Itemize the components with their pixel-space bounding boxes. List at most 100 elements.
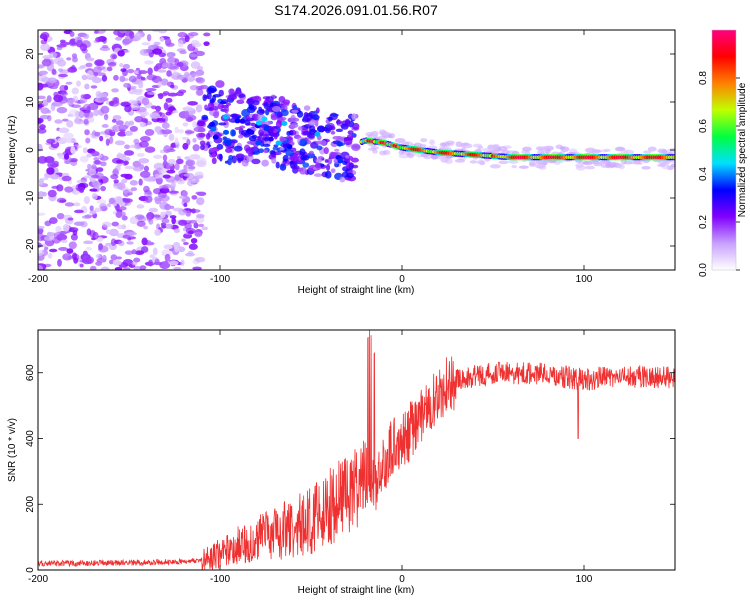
spectrogram-noise-blob [105, 138, 110, 146]
x-tick-label: -200 [28, 574, 48, 585]
spectrogram-noise-blob [192, 266, 202, 270]
spectrogram-x-ticks: -200 -100 0 100 [28, 30, 593, 285]
spectrogram-noise-blob [49, 174, 60, 180]
spectrogram-noise-blob [106, 203, 112, 208]
spectrogram-noise-blob [117, 131, 127, 137]
spectrogram-noise-blob [117, 50, 125, 57]
spectrogram-noise-blob [95, 30, 106, 34]
spectrogram-signal-blob [217, 102, 224, 110]
spectrogram-signal-blob [248, 103, 255, 110]
spectrogram-noise-blob [46, 167, 55, 175]
spectrogram-halo-blob [388, 132, 395, 139]
spectrogram-bright-spot [209, 121, 216, 127]
snr-series-line [38, 330, 675, 570]
spectrogram-noise-blob [113, 96, 120, 104]
spectrogram-noise-blob [136, 204, 145, 209]
spectrogram-signal-blob [207, 88, 218, 93]
spectrogram-noise-blob [189, 84, 199, 91]
spectrogram-noise-blob [145, 87, 157, 92]
spectrogram-noise-blob [87, 163, 92, 170]
spectrogram-noise-blob [72, 95, 79, 104]
spectrogram-noise-blob [86, 70, 94, 78]
spectrogram-y-label: Frequency (Hz) [7, 116, 18, 185]
spectrogram-noise-blob [115, 196, 123, 205]
spectrogram-halo-blob [582, 160, 593, 166]
spectrogram-noise-blob [80, 94, 87, 99]
spectrogram-noise-blob [47, 114, 52, 122]
spectrogram-noise-blob [165, 162, 171, 170]
spectrogram-signal-blob [252, 100, 260, 106]
spectrogram-noise-blob [91, 174, 100, 179]
spectrogram-noise-blob [69, 31, 75, 37]
spectrogram-noise-blob [196, 174, 204, 179]
spectrogram-noise-blob [164, 38, 172, 46]
snr-x-label: Height of straight line (km) [298, 585, 415, 596]
spectrogram-noise-blob [89, 210, 97, 215]
spectrogram-noise-blob [73, 202, 81, 207]
spectrogram-noise-blob [63, 153, 70, 160]
spectrogram-noise-blob [172, 110, 178, 114]
spectrogram-noise-blob [94, 71, 99, 77]
spectrogram-noise-blob [103, 114, 109, 121]
spectrogram-noise-blob [134, 250, 145, 256]
spectrogram-noise-blob [190, 237, 198, 244]
spectrogram-noise-blob [195, 191, 202, 195]
spectrogram-noise-blob [38, 143, 43, 152]
spectrogram-noise-blob [102, 38, 107, 44]
spectrogram-noise-blob [93, 109, 100, 117]
spectrogram-noise-blob [112, 124, 120, 133]
spectrogram-noise-blob [108, 100, 115, 107]
spectrogram-signal-blob [329, 151, 336, 160]
spectrogram-noise-blob [176, 91, 184, 97]
spectrogram-noise-blob [174, 126, 179, 134]
spectrogram-halo-blob [501, 149, 510, 155]
spectrogram-signal-blob [238, 134, 244, 139]
spectrogram-noise-blob [58, 127, 70, 134]
spectrogram-noise-blob [134, 70, 140, 75]
spectrogram-noise-blob [38, 212, 46, 216]
spectrogram-signal-blob [224, 139, 232, 147]
spectrogram-noise-blob [94, 131, 101, 137]
spectrogram-noise-blob [99, 203, 107, 209]
spectrogram-noise-blob [46, 109, 52, 114]
spectrogram-noise-blob [56, 152, 63, 157]
spectrogram-halo-blob [658, 149, 668, 155]
spectrogram-signal-blob [223, 105, 229, 114]
spectrogram-noise-blob [167, 92, 178, 97]
spectrogram-noise-blob [86, 105, 91, 114]
spectrogram-noise-blob [193, 222, 199, 229]
spectrogram-noise-blob [201, 226, 209, 231]
spectrogram-noise-blob [83, 240, 94, 245]
spectrogram-noise-blob [153, 162, 165, 171]
spectrogram-noise-blob [188, 165, 196, 170]
spectrogram-signal-blob [342, 160, 348, 165]
spectrogram-noise-blob [38, 227, 44, 235]
spectrogram-signal-blob [265, 120, 272, 126]
spectrogram-noise-blob [177, 76, 184, 80]
spectrogram-noise-blob [124, 130, 133, 136]
spectrogram-noise-blob [81, 74, 88, 81]
spectrogram-signal-blob [290, 117, 300, 122]
spectrogram-noise-blob [86, 57, 95, 62]
spectrogram-noise-blob [53, 94, 64, 103]
spectrogram-bright-spot [234, 118, 241, 124]
spectrogram-noise-blob [184, 107, 195, 112]
spectrogram-signal-blob [230, 139, 238, 144]
spectrogram-noise-blob [192, 144, 200, 152]
spectrogram-signal-blob [275, 120, 283, 129]
spectrogram-noise-blob [141, 117, 149, 124]
colorbar-gradient [712, 30, 736, 270]
spectrogram-halo-blob [584, 165, 596, 170]
spectrogram-noise-blob [165, 111, 172, 116]
spectrogram-noise-blob [67, 66, 78, 73]
spectrogram-signal-blob [271, 158, 277, 164]
spectrogram-noise-blob [160, 168, 168, 174]
spectrogram-halo-blob [454, 158, 466, 163]
y-tick-label: 20 [25, 48, 36, 60]
spectrogram-noise-blob [73, 257, 79, 264]
spectrogram-noise-blob [110, 238, 117, 247]
spectrogram-noise-blob [134, 32, 143, 41]
spectrogram-signal-blob [303, 131, 311, 136]
spectrogram-noise-blob [147, 67, 153, 76]
spectrogram-signal-blob [327, 157, 333, 165]
